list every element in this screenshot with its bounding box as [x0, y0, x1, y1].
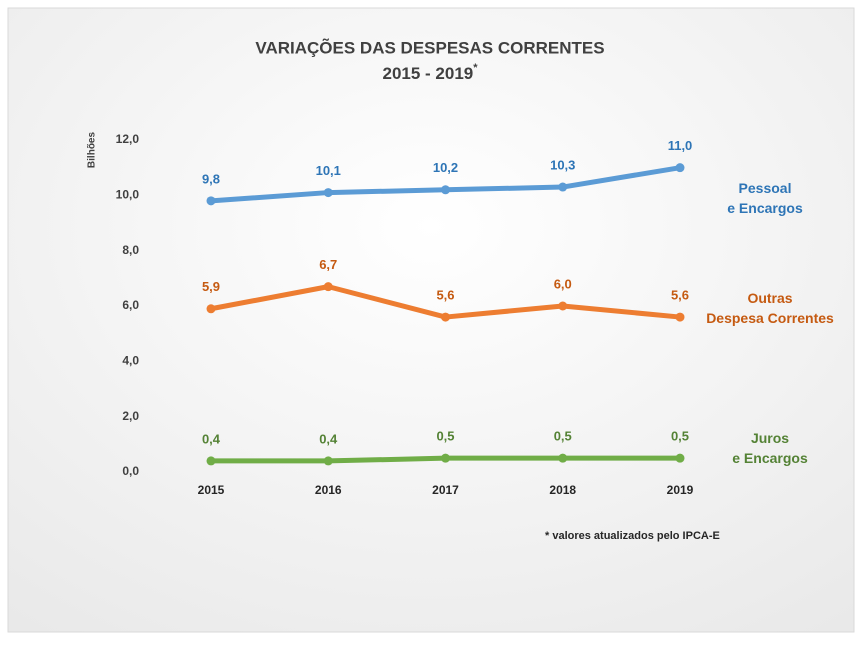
y-tick-label: 0,0: [122, 464, 139, 478]
y-axis-label: Bilhões: [87, 132, 98, 169]
y-tick-label: 10,0: [116, 188, 140, 202]
data-point: [441, 453, 450, 463]
data-label: 9,8: [202, 171, 220, 186]
data-label: 6,0: [554, 276, 572, 291]
data-point: [441, 312, 450, 322]
legend-entry: Outras Despesa Correntes: [706, 290, 834, 326]
data-point: [323, 282, 333, 292]
y-tick-label: 6,0: [122, 298, 139, 312]
data-label: 5,9: [202, 279, 220, 294]
data-point: [675, 453, 685, 463]
chart-title: VARIAÇÕES DAS DESPESAS CORRENTES: [255, 37, 604, 57]
subtitle-text: 2015 - 2019: [382, 64, 473, 83]
data-label: 11,0: [668, 138, 693, 153]
subtitle-superscript: *: [473, 62, 478, 74]
y-tick-label: 2,0: [122, 409, 139, 423]
data-point: [558, 453, 568, 463]
data-label: 0,5: [671, 429, 689, 444]
data-point: [441, 185, 450, 195]
data-point: [558, 301, 568, 311]
data-point: [323, 188, 333, 198]
x-tick-label: 2018: [549, 483, 576, 497]
data-point: [675, 312, 685, 322]
data-label: 10,1: [316, 163, 341, 178]
data-label: 0,5: [436, 429, 454, 444]
data-point: [675, 163, 685, 173]
data-label: 5,6: [671, 288, 689, 303]
x-tick-label: 2019: [667, 483, 694, 497]
y-tick-label: 8,0: [122, 243, 139, 257]
data-point: [206, 456, 216, 466]
x-tick-label: 2016: [315, 483, 342, 497]
data-point: [323, 456, 333, 466]
data-label: 6,7: [319, 257, 337, 272]
legend-entry: Pessoal e Encargos: [727, 180, 803, 216]
data-point: [558, 182, 568, 192]
data-label: 10,2: [433, 160, 458, 175]
data-label: 5,6: [436, 288, 454, 303]
chart-subtitle: 2015 - 2019*: [382, 62, 478, 84]
x-tick-label: 2017: [432, 483, 459, 497]
data-label: 0,4: [319, 431, 338, 446]
chart-background: [7, 7, 855, 633]
data-label: 0,5: [554, 429, 572, 444]
y-tick-label: 12,0: [116, 132, 140, 146]
footnote: * valores atualizados pelo IPCA-E: [545, 530, 720, 542]
data-label: 0,4: [202, 431, 221, 446]
y-tick-label: 4,0: [122, 354, 139, 368]
x-tick-label: 2015: [198, 483, 225, 497]
legend-entry: Juros e Encargos: [732, 430, 808, 466]
data-point: [206, 304, 216, 314]
data-label: 10,3: [550, 157, 575, 172]
data-point: [206, 196, 216, 206]
